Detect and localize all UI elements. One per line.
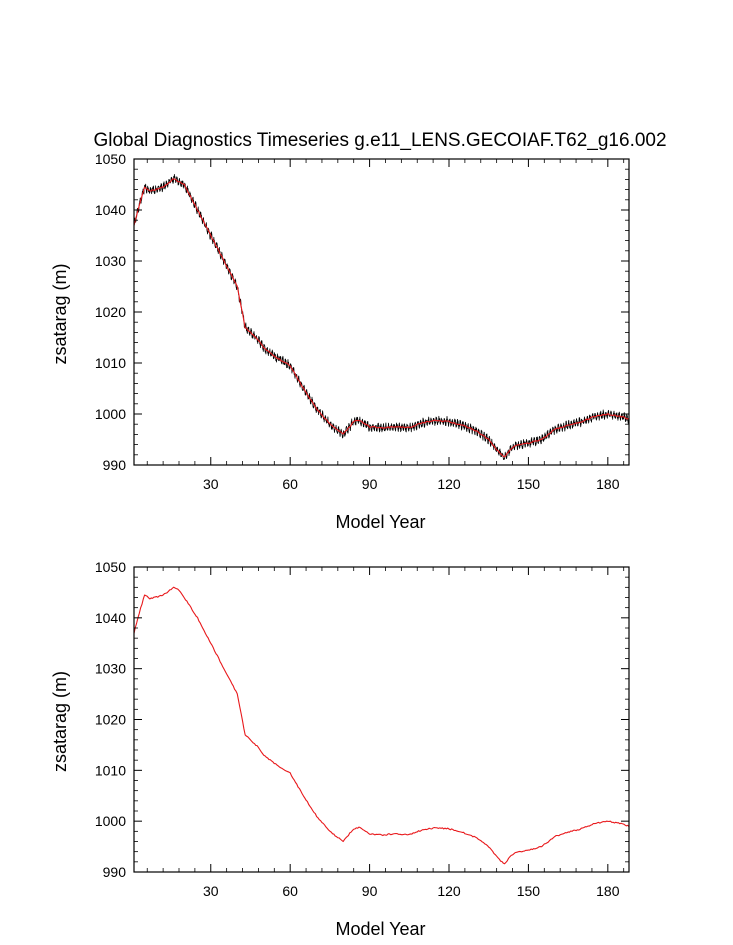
plot-frame <box>133 158 630 466</box>
y-tick-label: 990 <box>103 457 127 473</box>
bottom-panel: 30 60 90 120 150 180 990 1000 1010 1020 1030 1040 10… <box>50 559 630 939</box>
x-tick-label: 180 <box>596 476 620 492</box>
chart-title: Global Diagnostics Timeseries g.e11_LENS… <box>93 130 666 151</box>
y-axis-label: zsatarag (m) <box>50 671 70 772</box>
y-tick-label: 1020 <box>95 712 126 728</box>
series-line-annual-mean <box>133 178 630 458</box>
plot-frame <box>133 566 630 873</box>
x-tick-label: 60 <box>282 883 298 899</box>
y-tick-label: 1050 <box>95 559 126 575</box>
x-tick-label: 150 <box>517 883 541 899</box>
x-tick-label: 30 <box>203 883 219 899</box>
x-tick-label: 60 <box>282 476 298 492</box>
y-tick-label: 1010 <box>95 355 126 371</box>
x-tick-label: 90 <box>362 883 378 899</box>
top-panel: 30 60 90 120 150 180 990 1000 1010 1020 1030 1040 10… <box>50 151 630 532</box>
y-tick-label: 1030 <box>95 253 126 269</box>
y-tick-label: 1010 <box>95 762 126 778</box>
x-tick-label: 30 <box>203 476 219 492</box>
series-line-monthly <box>133 173 630 461</box>
y-tick-label: 1050 <box>95 151 126 167</box>
y-tick-label: 1000 <box>95 406 126 422</box>
x-tick-label: 120 <box>437 476 461 492</box>
series-line-annual-mean <box>133 586 630 865</box>
x-axis-label: Model Year <box>335 919 425 939</box>
x-axis-label: Model Year <box>335 512 425 532</box>
y-tick-label: 1020 <box>95 304 126 320</box>
y-tick-label: 1030 <box>95 661 126 677</box>
x-tick-label: 180 <box>596 883 620 899</box>
y-tick-label: 1040 <box>95 202 126 218</box>
y-axis-label: zsatarag (m) <box>50 263 70 364</box>
y-tick-label: 990 <box>103 864 127 880</box>
y-tick-label: 1040 <box>95 610 126 626</box>
x-tick-label: 90 <box>362 476 378 492</box>
x-tick-label: 150 <box>517 476 541 492</box>
y-tick-label: 1000 <box>95 813 126 829</box>
x-tick-label: 120 <box>437 883 461 899</box>
